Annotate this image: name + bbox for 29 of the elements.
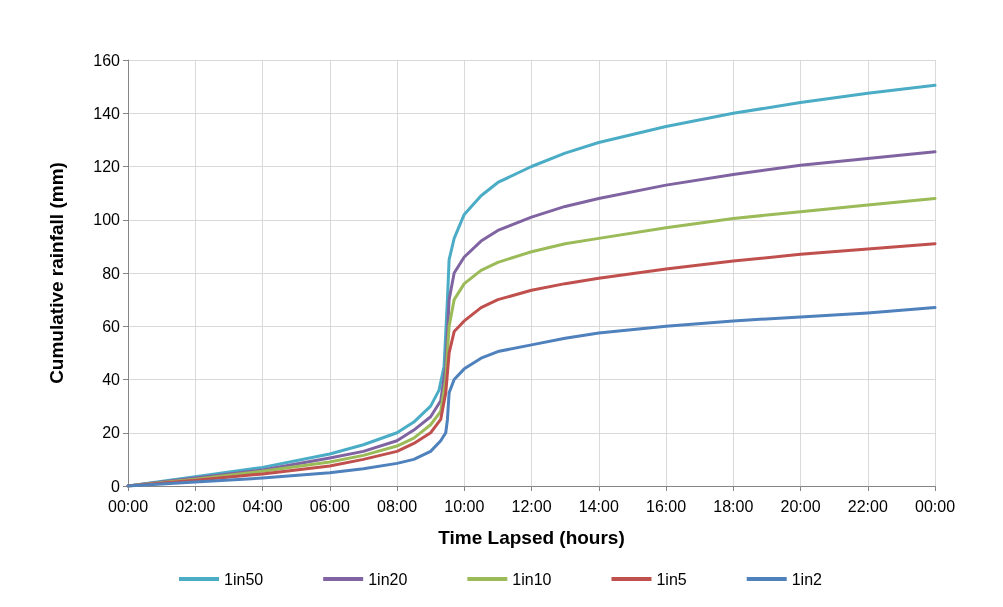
y-tick-label: 0 (111, 477, 121, 495)
legend-label: 1in10 (512, 570, 552, 588)
y-tick-label: 40 (102, 371, 121, 388)
legend-label: 1in2 (791, 570, 823, 588)
x-tick-label: 18:00 (713, 497, 754, 515)
y-tick-label: 60 (102, 317, 121, 335)
x-tick-label: 00:00 (107, 497, 149, 515)
y-axis-title: Cumulative rainfall (mm) (46, 162, 67, 384)
x-tick-label: 10:00 (444, 497, 485, 515)
x-tick-label: 06:00 (309, 497, 350, 515)
y-tick-label: 100 (93, 211, 121, 229)
x-tick-label: 20:00 (780, 497, 821, 515)
x-tick-label: 22:00 (847, 497, 888, 515)
x-tick-label: 12:00 (511, 497, 552, 515)
y-tick-label: 80 (102, 264, 121, 282)
x-tick-label: 04:00 (242, 497, 283, 515)
x-axis-title: Time Lapsed (hours) (438, 527, 625, 548)
y-tick-label: 120 (93, 158, 121, 175)
x-tick-label: 02:00 (175, 497, 216, 515)
legend-label: 1in5 (656, 570, 687, 588)
x-tick-label: 14:00 (578, 497, 619, 515)
legend-label: 1in50 (224, 570, 264, 588)
x-tick-label: 08:00 (376, 497, 418, 515)
legend-label: 1in20 (368, 570, 408, 588)
y-tick-label: 140 (93, 104, 121, 122)
x-tick-label: 16:00 (645, 497, 687, 515)
x-tick-label: 00:00 (914, 497, 956, 515)
y-tick-label: 20 (102, 424, 121, 442)
y-tick-label: 160 (93, 51, 121, 69)
